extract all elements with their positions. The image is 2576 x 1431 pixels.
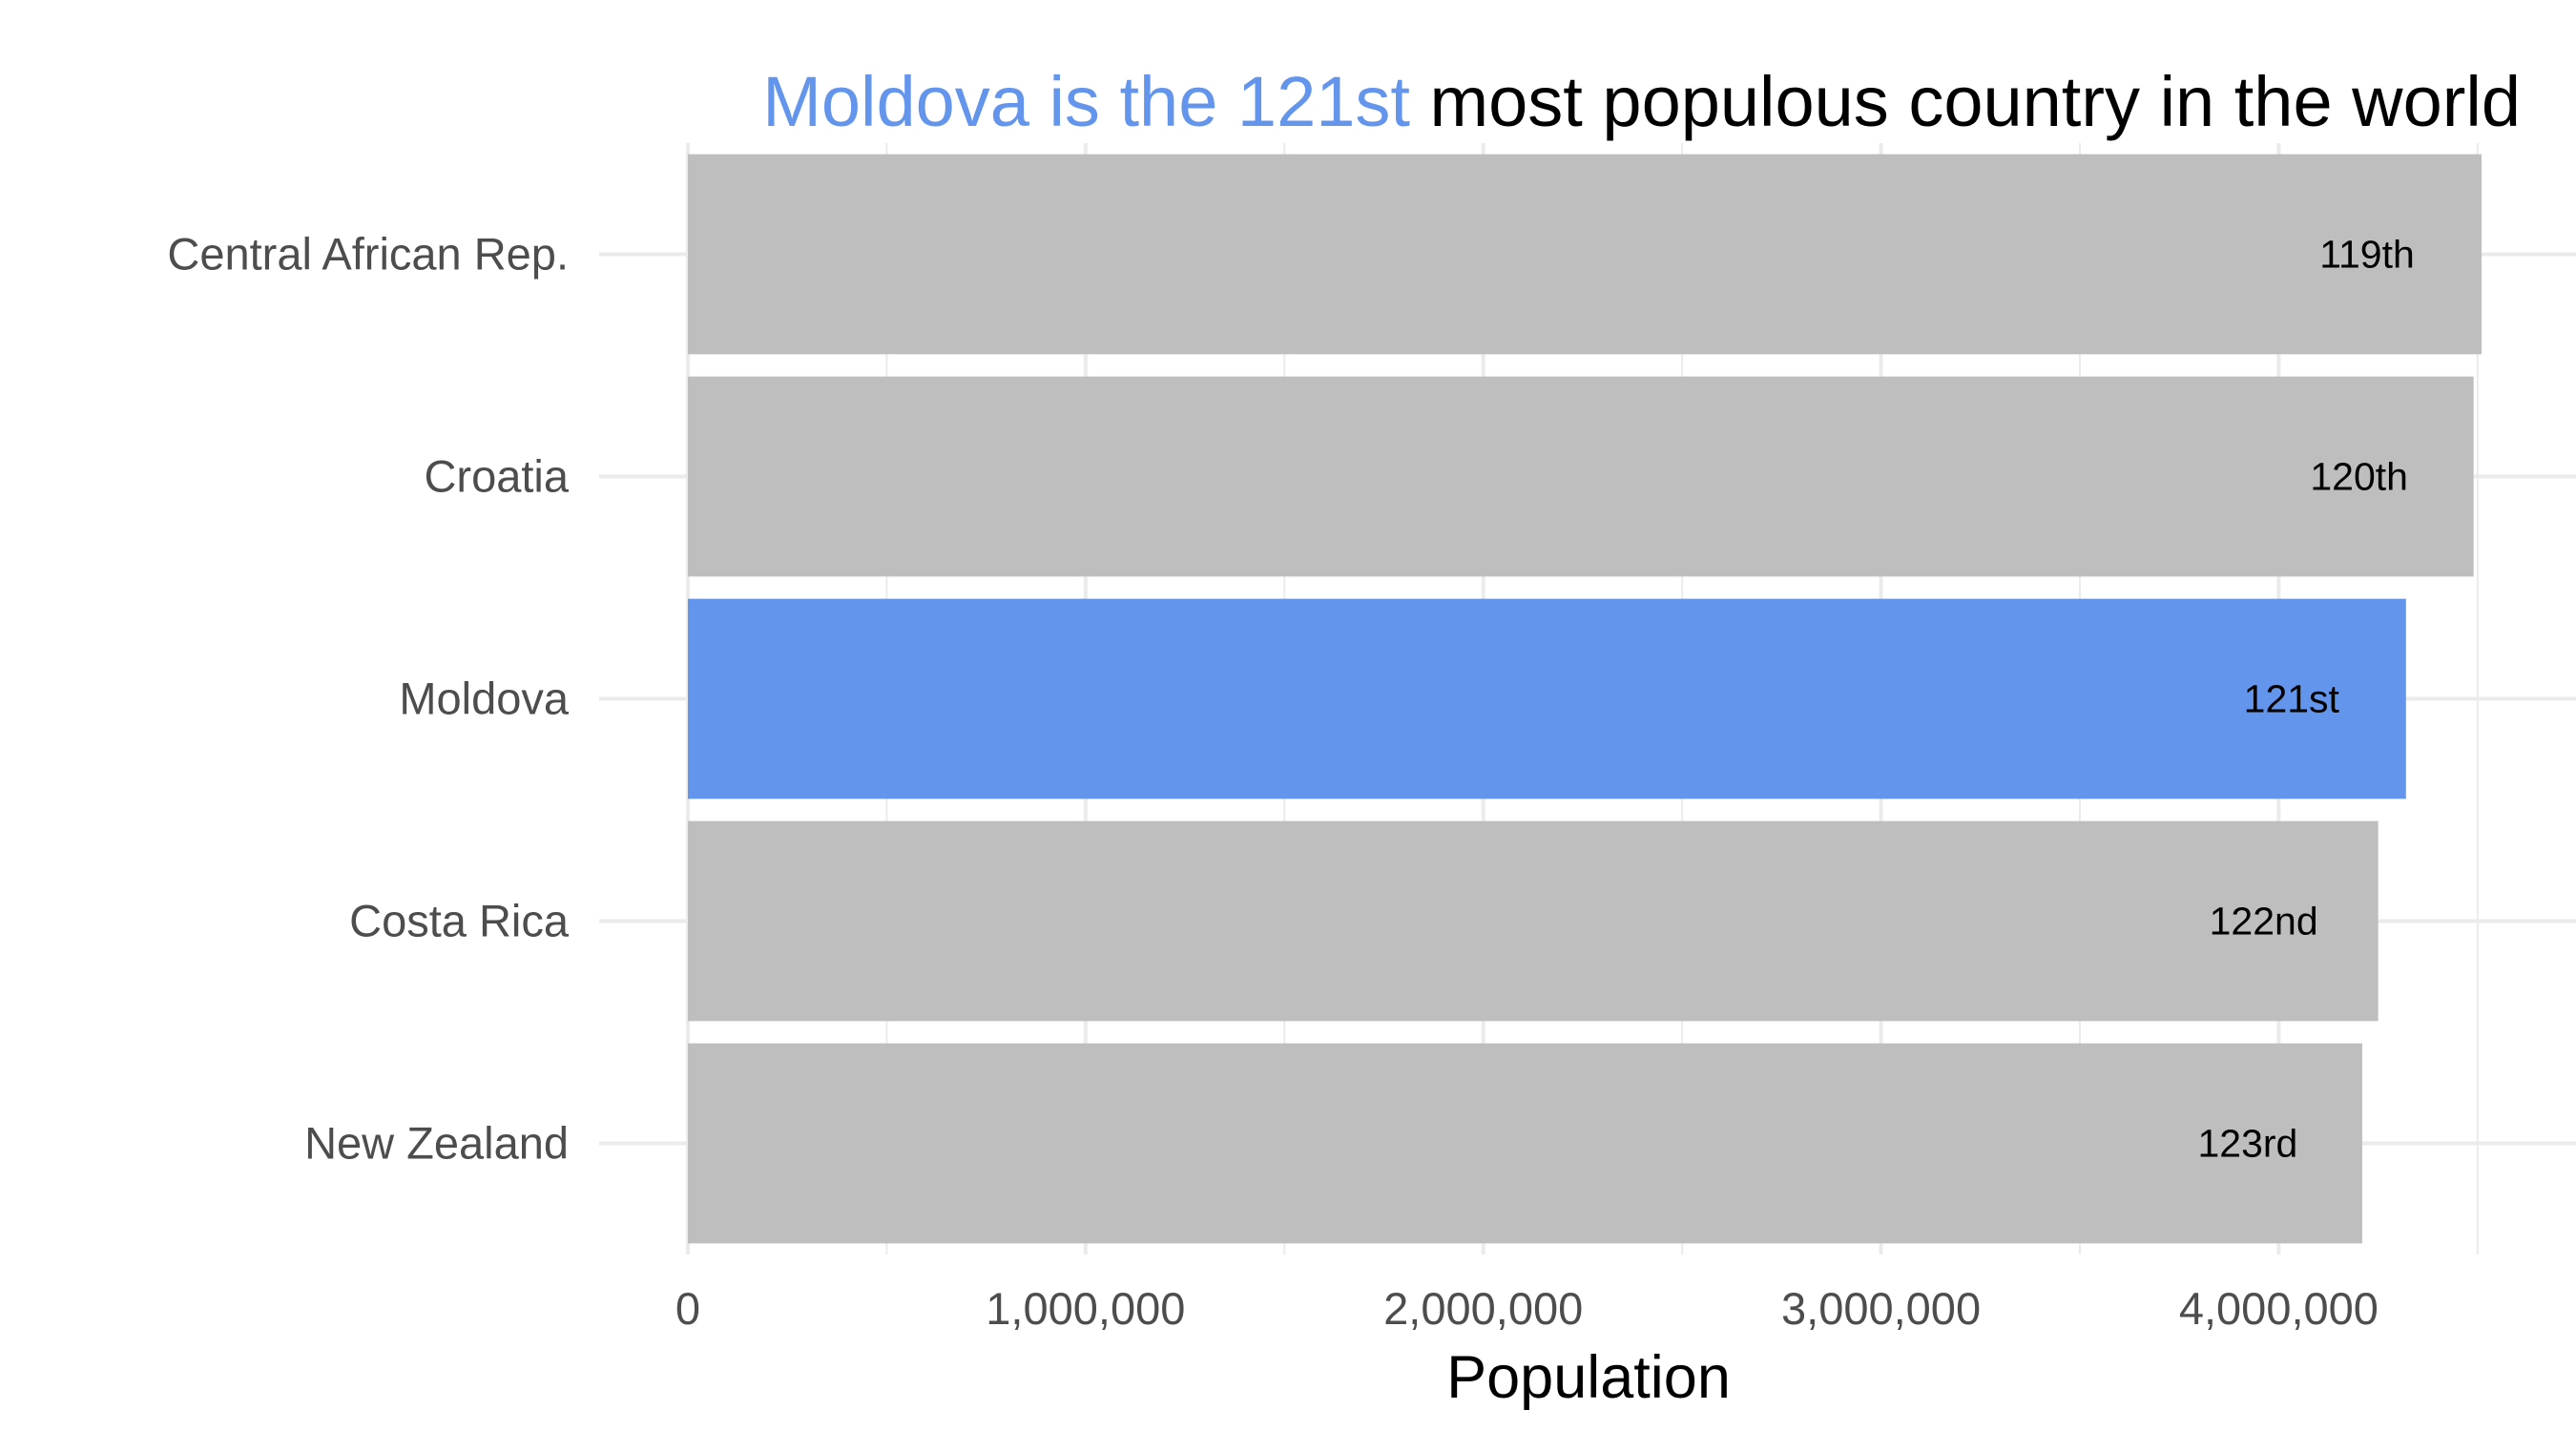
x-tick-label: 4,000,000 [2179, 1283, 2379, 1334]
y-axis-tick-labels: Central African Rep. Croatia Moldova Costa … [167, 229, 569, 1169]
bar-rank-label: 119th [2319, 233, 2415, 277]
chart-title-highlight: Moldova is the 121st [762, 62, 1410, 141]
y-tick-label: New Zealand [304, 1118, 569, 1169]
chart-title-rest: most populous country in the world [1410, 62, 2521, 141]
bar [688, 1043, 2362, 1244]
bar-rank-label: 123rd [2198, 1122, 2298, 1166]
bar-rank-label: 121st [2244, 677, 2340, 721]
x-axis-tick-labels: 0 1,000,000 2,000,000 3,000,000 4,000,000 [675, 1283, 2379, 1334]
y-tick-label: Central African Rep. [167, 229, 569, 280]
bar-rank-label: 122nd [2210, 900, 2318, 944]
y-tick-label: Moldova [399, 674, 570, 724]
chart-title: Moldova is the 121st most populous count… [762, 62, 2521, 141]
x-axis-title: Population [1446, 1344, 1731, 1411]
y-tick-label: Costa Rica [349, 896, 570, 946]
bar [688, 820, 2379, 1022]
y-tick-label: Croatia [424, 451, 569, 502]
x-tick-label: 2,000,000 [1383, 1283, 1583, 1334]
bar [688, 376, 2474, 577]
bar [688, 154, 2482, 355]
bar-rank-labels: 119th 120th 121st 122nd 123rd [2198, 233, 2415, 1166]
x-tick-label: 3,000,000 [1781, 1283, 1981, 1334]
x-tick-label: 0 [675, 1283, 700, 1334]
bar [688, 598, 2406, 799]
bar-rank-label: 120th [2310, 455, 2408, 499]
x-tick-label: 1,000,000 [986, 1283, 1185, 1334]
bars [688, 154, 2482, 1244]
